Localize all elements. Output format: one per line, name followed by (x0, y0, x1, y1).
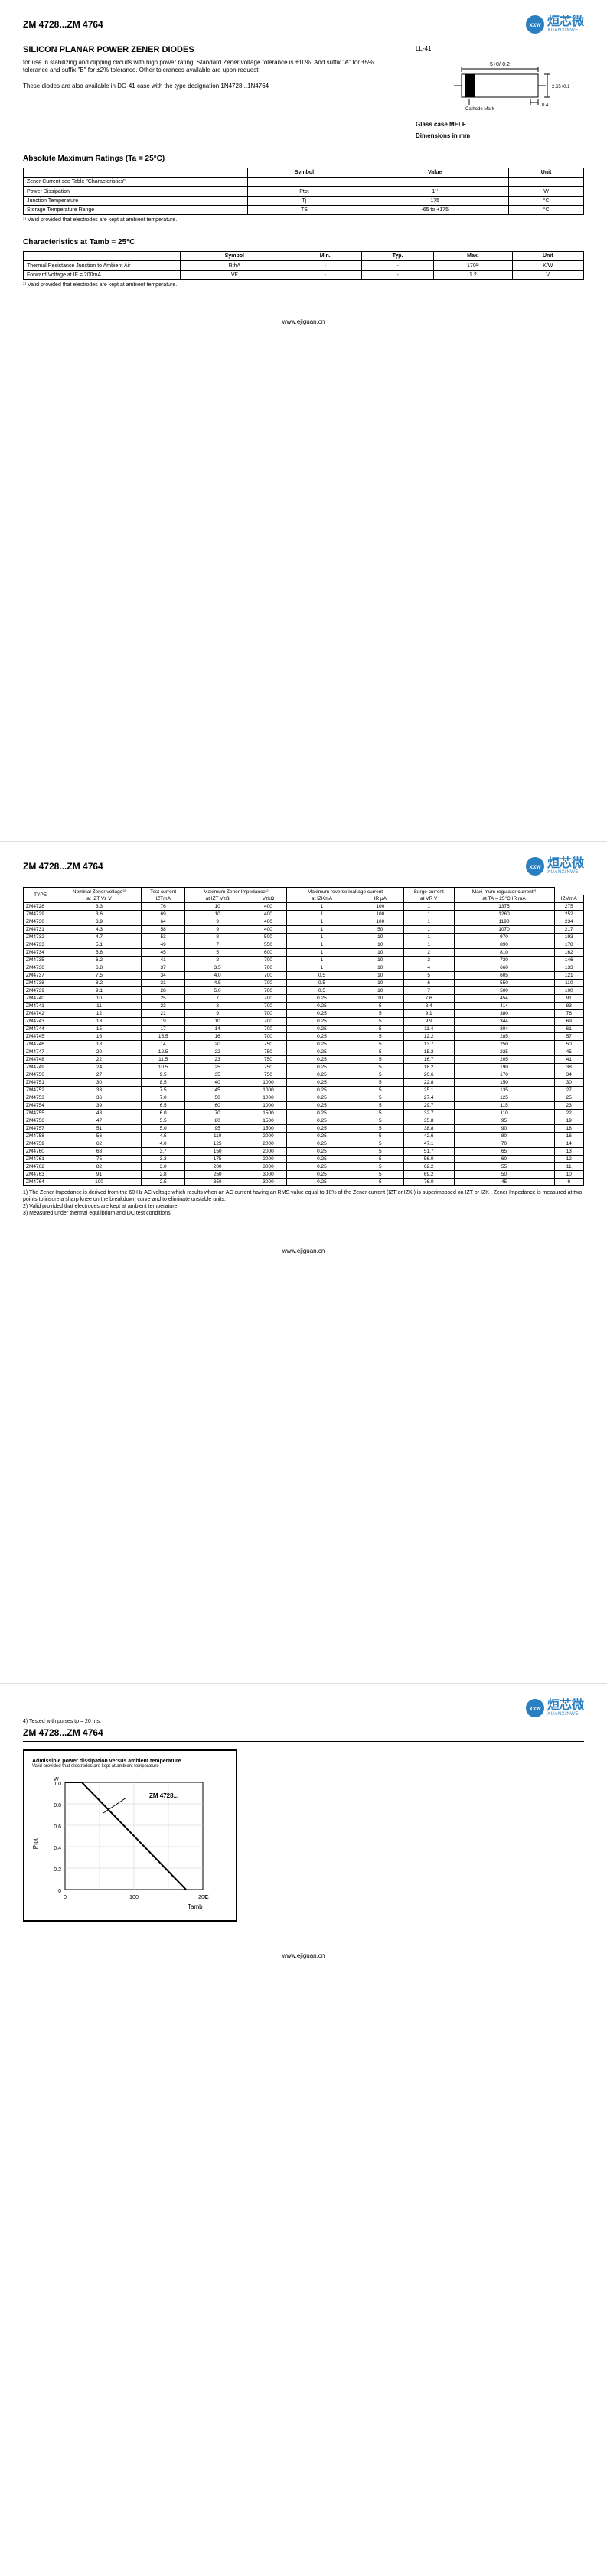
svg-text:5+0/-0.2: 5+0/-0.2 (490, 62, 510, 67)
svg-text:0: 0 (58, 1889, 61, 1894)
svg-text:0.2: 0.2 (54, 1867, 61, 1873)
table-row: ZM47314.358940015011070217 (24, 926, 584, 934)
table-row: ZM4751308.54010000.25522.815030 (24, 1079, 584, 1087)
logo-icon: xxw (526, 1699, 544, 1717)
part-number: ZM 4728...ZM 4764 (23, 861, 103, 872)
char-footnote: ¹⁾ Valid provided that electrodes are ke… (23, 282, 584, 288)
page3-note: 4) Tested with pulses tp = 20 ms. (23, 1719, 584, 1724)
svg-text:Cathode Mark: Cathode Mark (465, 107, 495, 112)
intro-row: SILICON PLANAR POWER ZENER DIODES for us… (23, 45, 584, 139)
char-title: Characteristics at Tamb = 25°C (23, 238, 584, 246)
ratings-title: Absolute Maximum Ratings (Ta = 25°C) (23, 155, 584, 163)
ratings-footnote: ¹⁾ Valid provided that electrodes are ke… (23, 217, 584, 223)
table-row: ZM4755436.07015000.25532.711022 (24, 1110, 584, 1117)
table-row: ZM47441517147000.25511.430461 (24, 1026, 584, 1033)
main-title: SILICON PLANAR POWER ZENER DIODES (23, 45, 400, 54)
table-row: ZM4740102577000.25107.645491 (24, 995, 584, 1003)
table-row: ZM47431319107000.2559.934469 (24, 1018, 584, 1026)
footer-url: www.ejiguan.cn (23, 318, 584, 325)
table-row: ZM47345.64556001102810162 (24, 949, 584, 957)
table-row: ZM4758564.511020000.25542.68016 (24, 1133, 584, 1140)
desc-2: These diodes are also available in DO-41… (23, 83, 400, 90)
svg-text:°C: °C (203, 1894, 209, 1900)
table-row: ZM4761753.317520000.25556.06012 (24, 1156, 584, 1163)
chart-ylabel: Ptot (32, 1838, 39, 1849)
table-row: Thermal Resistance Junction to Ambient A… (24, 261, 584, 271)
table-row: ZM4759624.012520000.25547.17014 (24, 1140, 584, 1148)
header: ZM 4728...ZM 4764 xxw 烜芯微 XUANXINWEI (23, 857, 584, 879)
table-row: Power DissipationPtot1¹⁾W (24, 187, 584, 197)
package-drawing: LL-41 5+0/-0.2 2.65+0.1 0.4 Cathode Mark (416, 45, 584, 139)
package-svg: 5+0/-0.2 2.65+0.1 0.4 Cathode Mark (423, 55, 576, 116)
logo: xxw 烜芯微 XUANXINWEI (526, 1699, 584, 1717)
table-row: ZM47451615.5167000.25512.228557 (24, 1033, 584, 1041)
svg-text:0.4: 0.4 (542, 103, 549, 108)
svg-text:100: 100 (129, 1895, 139, 1900)
table-row: ZM47283.37610400110011375275 (24, 903, 584, 911)
table-row: ZM47461814207500.25513.725050 (24, 1041, 584, 1048)
table-row: ZM47482211.5237500.25516.720541 (24, 1056, 584, 1064)
char-table: SymbolMin.Typ.Max.Unit Thermal Resistanc… (23, 251, 584, 280)
table-row: ZM4752337.54510000.25525.113527 (24, 1087, 584, 1094)
table-row: ZM47492410.5257500.25518.219038 (24, 1064, 584, 1071)
table-row: ZM4757515.09515000.25538.89018 (24, 1125, 584, 1133)
svg-text:ZM 4728...: ZM 4728... (149, 1792, 178, 1799)
page-3: xxw 烜芯微 XUANXINWEI 4) Tested with pulses… (0, 1684, 607, 2525)
table-row: ZM47293.66910400110011260252 (24, 911, 584, 918)
table-row: ZM47377.5344.07000.5105605121 (24, 972, 584, 980)
logo-en: XUANXINWEI (547, 28, 584, 33)
table-row: ZM47641002.535030000.25576.0459 (24, 1179, 584, 1186)
ratings-table: SymbolValueUnit Zener Current see Table … (23, 168, 584, 215)
table-row: ZM4742122197000.2559.138076 (24, 1010, 584, 1018)
svg-text:0.6: 0.6 (54, 1824, 61, 1830)
svg-text:1.0: 1.0 (54, 1782, 61, 1787)
table-row: ZM47356.24127001103730146 (24, 957, 584, 964)
chart-svg: 1.00.80.60.40.20 ZM 4728... W 0100200 °C… (42, 1775, 218, 1912)
table-row: ZM47388.2314.57000.5106550110 (24, 980, 584, 987)
page-1: ZM 4728...ZM 4764 xxw 烜芯微 XUANXINWEI SIL… (0, 0, 607, 842)
table-row: Forward Voltage at IF = 200mAVF--1.2V (24, 271, 584, 280)
svg-text:W: W (54, 1777, 59, 1782)
svg-text:2.65+0.1: 2.65+0.1 (552, 85, 570, 90)
logo: xxw 烜芯微 XUANXINWEI (526, 15, 584, 34)
char-header-row: SymbolMin.Typ.Max.Unit (24, 252, 584, 261)
header: ZM 4728...ZM 4764 xxw 烜芯微 XUANXINWEI (23, 15, 584, 37)
table-row: ZM47366.8373.57001104660133 (24, 964, 584, 972)
main-table: TYPENominal Zener voltage³⁾Test currentM… (23, 887, 584, 1186)
logo: xxw 烜芯微 XUANXINWEI (526, 857, 584, 876)
table-row: ZM4753367.05010000.25527.412525 (24, 1094, 584, 1102)
table-row: ZM4741112387000.2558.441483 (24, 1003, 584, 1010)
table-row: Junction TemperatureTj175°C (24, 197, 584, 206)
svg-text:0.8: 0.8 (54, 1803, 61, 1808)
svg-text:Tamb: Tamb (188, 1903, 203, 1910)
table-row: ZM47324.75385001101970193 (24, 934, 584, 941)
table-row: ZM47472012.5227500.25515.222545 (24, 1048, 584, 1056)
dissipation-chart: Admissible power dissipation versus ambi… (23, 1749, 237, 1922)
table-row: ZM4762823.020030000.25562.25511 (24, 1163, 584, 1171)
table-row: ZM4760683.715020000.25551.76513 (24, 1148, 584, 1156)
logo-icon: xxw (526, 15, 544, 34)
table-row: ZM47335.14975501101890178 (24, 941, 584, 949)
footer-url: www.ejiguan.cn (23, 1247, 584, 1254)
table-row: ZM4750279.5357500.25520.617034 (24, 1071, 584, 1079)
main-sub-header: at IZT Vz VIZTmAat IZT VzΩVzkΩat IZKmAIR… (24, 895, 584, 903)
part-number: ZM 4728...ZM 4764 (23, 19, 103, 30)
table-row: ZM4763912.825030000.25569.25010 (24, 1171, 584, 1179)
main-group-header: TYPENominal Zener voltage³⁾Test currentM… (24, 888, 584, 896)
ratings-header-row: SymbolValueUnit (24, 168, 584, 178)
svg-text:0: 0 (64, 1895, 67, 1900)
table-row: ZM47303.9649400110011190234 (24, 918, 584, 926)
table-row: ZM4756475.58015000.25535.89519 (24, 1117, 584, 1125)
desc-1: for use in stabilizing and clipping circ… (23, 59, 400, 75)
logo-cn: 烜芯微 (547, 16, 584, 28)
page-2: ZM 4728...ZM 4764 xxw 烜芯微 XUANXINWEI TYP… (0, 842, 607, 1684)
footer-url: www.ejiguan.cn (23, 1952, 584, 1959)
table-row: ZM47399.1285.07000.5107500100 (24, 987, 584, 995)
logo-icon: xxw (526, 857, 544, 876)
svg-text:0.4: 0.4 (54, 1846, 61, 1851)
table-row: Storage Temperature RangeTS-65 to +175°C (24, 206, 584, 215)
table-row: Zener Current see Table "Characteristics… (24, 178, 584, 187)
main-notes: 1) The Zener Impedance is derived from t… (23, 1189, 584, 1217)
table-row: ZM4754396.56010000.25529.711523 (24, 1102, 584, 1110)
